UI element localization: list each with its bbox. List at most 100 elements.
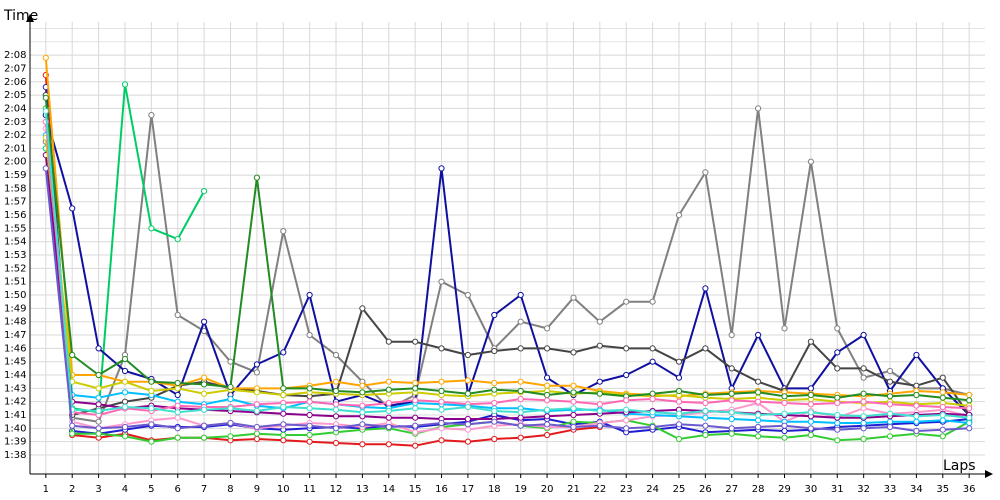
y-tick-label: 1:42: [4, 397, 26, 408]
data-point: [227, 419, 234, 427]
x-tick-label: 8: [227, 484, 233, 495]
data-point: [201, 188, 208, 195]
x-tick-label: 13: [356, 484, 369, 495]
data-point: [544, 431, 551, 439]
data-point: [781, 410, 788, 417]
data-point: [69, 430, 76, 437]
data-point: [860, 374, 867, 381]
data-point: [174, 379, 181, 387]
data-point: [807, 431, 815, 439]
x-tick-label: 34: [910, 484, 923, 495]
data-point: [675, 410, 683, 417]
data-point: [860, 390, 867, 397]
series-path: [44, 121, 970, 416]
data-point: [623, 345, 630, 352]
data-point: [728, 390, 735, 397]
data-point: [781, 399, 788, 407]
data-point: [491, 407, 498, 415]
data-point: [702, 285, 709, 292]
data-point: [174, 425, 181, 432]
data-point: [807, 401, 815, 408]
data-point: [438, 398, 445, 405]
data-point: [649, 390, 656, 397]
data-point: [121, 403, 129, 411]
x-tick-label: 24: [646, 484, 659, 495]
data-point: [148, 387, 155, 395]
data-point: [860, 425, 867, 432]
data-point: [702, 422, 709, 429]
data-point: [728, 430, 735, 437]
data-point: [464, 403, 471, 411]
y-tick-label: 1:38: [4, 450, 26, 461]
data-point: [834, 325, 841, 332]
y-tick-label: 1:44: [4, 370, 26, 381]
data-point: [306, 398, 313, 405]
data-point: [69, 351, 76, 359]
data-point: [385, 407, 392, 415]
data-point: [939, 433, 946, 440]
y-tick-label: 1:40: [4, 423, 26, 434]
data-point: [755, 398, 762, 405]
y-tick-label: 1:59: [4, 170, 26, 181]
data-point: [860, 435, 867, 443]
x-tick-label: 26: [699, 484, 712, 495]
data-point: [966, 391, 973, 399]
data-point: [886, 410, 894, 417]
data-point: [69, 205, 76, 212]
x-tick-label: 5: [148, 484, 154, 495]
data-point: [623, 371, 630, 379]
data-point: [596, 318, 603, 325]
data-point: [939, 417, 946, 424]
data-point: [332, 401, 340, 408]
data-point: [121, 378, 129, 385]
data-point: [596, 401, 603, 408]
data-point: [412, 405, 419, 412]
data-point: [886, 401, 894, 408]
series-line: [42, 165, 973, 435]
data-point: [227, 358, 234, 365]
data-point: [544, 413, 551, 420]
data-point: [807, 158, 815, 165]
data-point: [517, 409, 524, 416]
data-point: [412, 397, 419, 404]
data-point: [728, 425, 735, 432]
y-tick-label: 1:58: [4, 183, 26, 194]
series-path: [44, 114, 970, 416]
y-tick-label: 2:04: [4, 103, 26, 114]
data-point: [939, 403, 946, 411]
data-point: [121, 81, 129, 88]
data-point: [332, 387, 340, 395]
data-point: [886, 423, 894, 431]
data-point: [544, 374, 551, 381]
y-tick-label: 1:49: [4, 303, 26, 314]
data-point: [438, 419, 445, 427]
data-point: [702, 391, 709, 399]
y-tick-label: 1:47: [4, 330, 26, 341]
data-point: [675, 374, 683, 381]
data-point: [834, 437, 841, 444]
data-point: [755, 411, 762, 419]
data-point: [755, 423, 762, 431]
data-point: [570, 389, 577, 396]
x-tick-label: 21: [567, 484, 580, 495]
data-point: [544, 382, 551, 389]
data-point: [174, 434, 181, 441]
data-point: [280, 403, 287, 411]
data-point: [464, 421, 471, 428]
y-tick-label: 1:45: [4, 357, 26, 368]
data-point: [359, 389, 366, 396]
x-tick-label: 18: [488, 484, 501, 495]
x-tick-label: 25: [673, 484, 686, 495]
data-point: [623, 298, 630, 305]
x-axis-title: Laps: [943, 458, 976, 474]
data-point: [728, 331, 735, 339]
data-point: [702, 345, 709, 352]
data-point: [385, 386, 392, 393]
series-path: [44, 168, 970, 432]
data-point: [517, 291, 524, 299]
data-point: [148, 112, 155, 119]
data-point: [42, 94, 49, 101]
data-point: [596, 378, 603, 385]
data-point: [728, 415, 735, 423]
